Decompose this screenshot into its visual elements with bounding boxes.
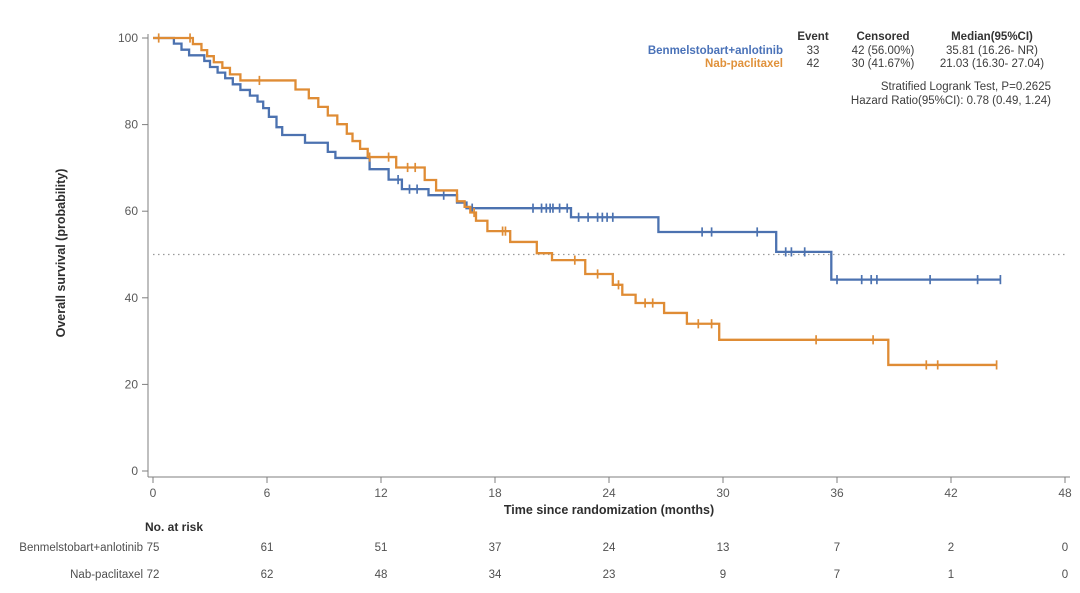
- risk-table-title: No. at risk: [145, 520, 204, 534]
- y-tick-label: 40: [125, 291, 139, 305]
- y-axis-title: Overall survival (probability): [54, 168, 68, 338]
- y-tick-label: 80: [125, 118, 139, 132]
- risk-count: 24: [602, 542, 616, 554]
- x-tick-label: 42: [944, 486, 958, 500]
- y-tick-label: 100: [118, 31, 138, 45]
- x-tick-label: 24: [602, 486, 616, 500]
- risk-count: 75: [146, 542, 160, 554]
- x-tick-label: 48: [1058, 486, 1072, 500]
- risk-counts-row: 75 61 51 37 24 13 7 2 0: [0, 542, 1080, 556]
- risk-count: 1: [947, 569, 955, 581]
- legend-header-censored: Censored: [856, 31, 910, 43]
- risk-row-label-benmelstobart-anlotinib: Benmelstobart+anlotinib: [19, 542, 143, 554]
- legend-label-nab-paclitaxel: Nab-paclitaxel: [705, 58, 783, 70]
- x-tick-label: 12: [374, 486, 388, 500]
- hazard-ratio-text: Hazard Ratio(95%CI): 0.78 (0.49, 1.24): [850, 95, 1051, 107]
- legend-corner-cell: [648, 31, 789, 45]
- x-tick-label: 6: [264, 486, 271, 500]
- legend-median-value: 21.03 (16.30- 27.04): [939, 58, 1045, 70]
- legend-table: Event Censored Median(95%CI) Benmelstoba…: [648, 31, 1051, 72]
- x-tick-label: 30: [716, 486, 730, 500]
- x-tick-label: 36: [830, 486, 844, 500]
- legend-event-value: 42: [806, 58, 820, 70]
- risk-count: 23: [602, 569, 616, 581]
- risk-count: 7: [833, 542, 841, 554]
- stats-block: Stratified Logrank Test, P=0.2625 Hazard…: [851, 80, 1051, 108]
- logrank-test-text: Stratified Logrank Test, P=0.2625: [880, 81, 1051, 93]
- legend-censored-value: 30 (41.67%): [851, 58, 915, 70]
- risk-count: 9: [719, 569, 727, 581]
- risk-count: 48: [374, 569, 388, 581]
- km-curve-1: [153, 36, 997, 367]
- risk-count: 2: [947, 542, 955, 554]
- risk-row-label-nab-paclitaxel: Nab-paclitaxel: [70, 569, 143, 581]
- risk-count: 61: [260, 542, 274, 554]
- risk-count: 51: [374, 542, 388, 554]
- risk-count: 62: [260, 569, 274, 581]
- legend-header-event: Event: [797, 31, 829, 43]
- risk-count: 7: [833, 569, 841, 581]
- x-tick-label: 0: [150, 486, 157, 500]
- risk-count: 13: [716, 542, 730, 554]
- risk-count: 0: [1061, 569, 1069, 581]
- y-tick-label: 0: [131, 464, 138, 478]
- y-tick-label: 20: [125, 377, 139, 391]
- legend-censored-value: 42 (56.00%): [851, 44, 915, 57]
- legend-label-benmelstobart-anlotinib: Benmelstobart+anlotinib: [647, 44, 783, 57]
- x-axis-title: Time since randomization (months): [503, 503, 715, 517]
- risk-count: 34: [488, 569, 502, 581]
- legend-event-value: 33: [806, 44, 820, 57]
- risk-count: 0: [1061, 542, 1069, 554]
- legend-header-median: Median(95%CI): [951, 31, 1033, 43]
- risk-count: 37: [488, 542, 502, 554]
- x-tick-label: 18: [488, 486, 502, 500]
- risk-counts-row: 72 62 48 34 23 9 7 1 0: [0, 569, 1080, 583]
- km-curve-0: [153, 36, 1001, 281]
- y-tick-label: 60: [125, 204, 139, 218]
- legend-median-value: 35.81 (16.26- NR): [945, 44, 1039, 57]
- risk-count: 72: [146, 569, 160, 581]
